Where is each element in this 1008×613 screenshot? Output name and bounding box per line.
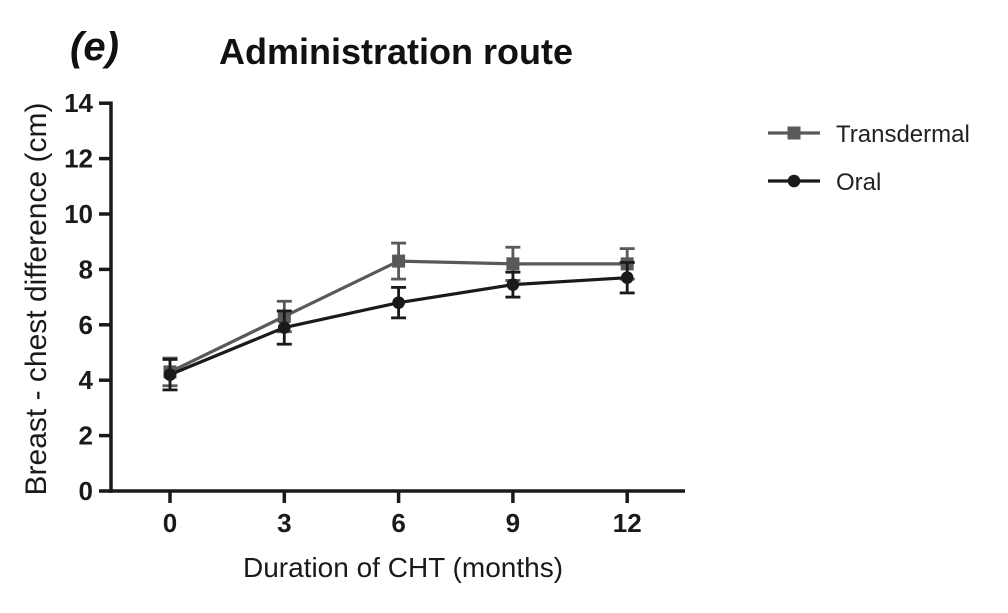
series-plot (162, 241, 635, 392)
y-tick-label: 8 (79, 254, 93, 284)
x-tick-label: 12 (613, 508, 642, 538)
marker-oral (392, 296, 405, 309)
x-tick-label: 6 (391, 508, 405, 538)
marker-oral (620, 271, 634, 285)
y-tick-label: 6 (79, 310, 93, 340)
marker-oral (506, 278, 520, 291)
y-axis-label: Breast - chest difference (cm) (20, 103, 53, 496)
x-axis-label: Duration of CHT (months) (243, 552, 563, 583)
y-tick-label: 0 (79, 476, 93, 506)
series-oral (162, 261, 635, 392)
legend-marker-oral (787, 174, 801, 188)
panel-label: (e) (70, 25, 119, 69)
marker-oral (163, 368, 177, 381)
x-tick-label: 0 (163, 508, 177, 538)
y-tick-label: 14 (64, 88, 93, 118)
axes: 0 2 4 6 8 10 12 14 0 3 6 9 12 (64, 88, 685, 538)
y-tick-label: 4 (79, 365, 94, 395)
y-tick-label: 2 (79, 421, 93, 451)
x-tick-label: 9 (506, 508, 520, 538)
legend-label-oral: Oral (836, 169, 881, 196)
legend-marker-transdermal (787, 126, 801, 140)
marker-oral (278, 321, 291, 334)
x-tick-label: 3 (277, 508, 291, 538)
legend-label-transdermal: Transdermal (836, 121, 970, 148)
marker-transdermal (506, 257, 520, 271)
y-tick-label: 10 (64, 199, 93, 229)
y-tick-label: 12 (64, 144, 93, 174)
chart-title: Administration route (219, 31, 573, 72)
legend-marks (768, 126, 820, 188)
legend: Transdermal Oral (768, 121, 970, 196)
marker-transdermal (392, 254, 406, 268)
